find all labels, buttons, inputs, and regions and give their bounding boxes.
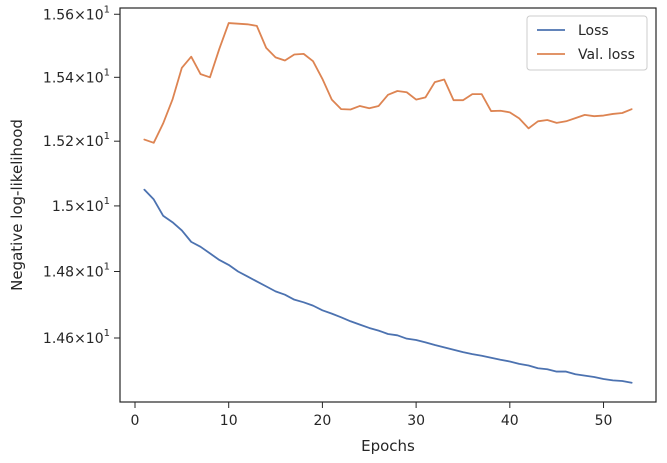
x-tick-label: 20: [313, 413, 331, 429]
series-line-loss: [143, 188, 633, 384]
y-tick-exponent: 1: [104, 262, 110, 273]
plot-area: [119, 7, 657, 403]
y-tick-label: 1.56×101: [43, 4, 110, 23]
x-tick-label: 50: [595, 413, 613, 429]
x-axis-label: Epochs: [361, 437, 415, 455]
y-tick-mantissa: 1.54: [43, 70, 74, 86]
legend-label-val-loss: Val. loss: [578, 47, 635, 63]
y-tick-mantissa: 1.5: [52, 199, 74, 215]
y-tick-exponent: 1: [104, 328, 110, 339]
y-tick-label: 1.48×101: [43, 262, 110, 281]
x-tick-label: 0: [131, 413, 140, 429]
x-tick-label: 10: [220, 413, 238, 429]
y-tick-times: ×10: [74, 331, 104, 347]
y-tick-label: 1.52×101: [43, 131, 110, 150]
y-axis-ticks: 1.46×1011.48×1011.5×1011.52×1011.54×1011…: [43, 4, 120, 347]
y-tick-times: ×10: [74, 134, 104, 150]
y-axis-label: Negative log-likelihood: [8, 119, 26, 291]
y-tick-label: 1.5×101: [52, 196, 110, 215]
x-tick-label: 30: [407, 413, 425, 429]
y-tick-exponent: 1: [104, 196, 110, 207]
y-tick-mantissa: 1.56: [43, 7, 74, 23]
y-tick-times: ×10: [74, 199, 104, 215]
y-tick-times: ×10: [74, 70, 104, 86]
y-tick-exponent: 1: [104, 4, 110, 15]
series-layer: [143, 22, 633, 384]
y-tick-label: 1.46×101: [43, 328, 110, 347]
y-tick-label: 1.54×101: [43, 67, 110, 86]
y-tick-mantissa: 1.52: [43, 134, 74, 150]
y-tick-times: ×10: [74, 7, 104, 23]
axes-frame: [119, 7, 657, 403]
series-line-val-loss: [143, 22, 633, 144]
legend-label-loss: Loss: [578, 23, 609, 39]
x-tick-label: 40: [501, 413, 519, 429]
x-axis-ticks: 0 10 20 30 40 50: [131, 402, 613, 429]
y-tick-exponent: 1: [104, 67, 110, 78]
legend: Loss Val. loss: [526, 15, 648, 71]
y-tick-mantissa: 1.46: [43, 331, 74, 347]
y-tick-times: ×10: [74, 265, 104, 281]
y-tick-mantissa: 1.48: [43, 265, 74, 281]
y-tick-exponent: 1: [104, 131, 110, 142]
